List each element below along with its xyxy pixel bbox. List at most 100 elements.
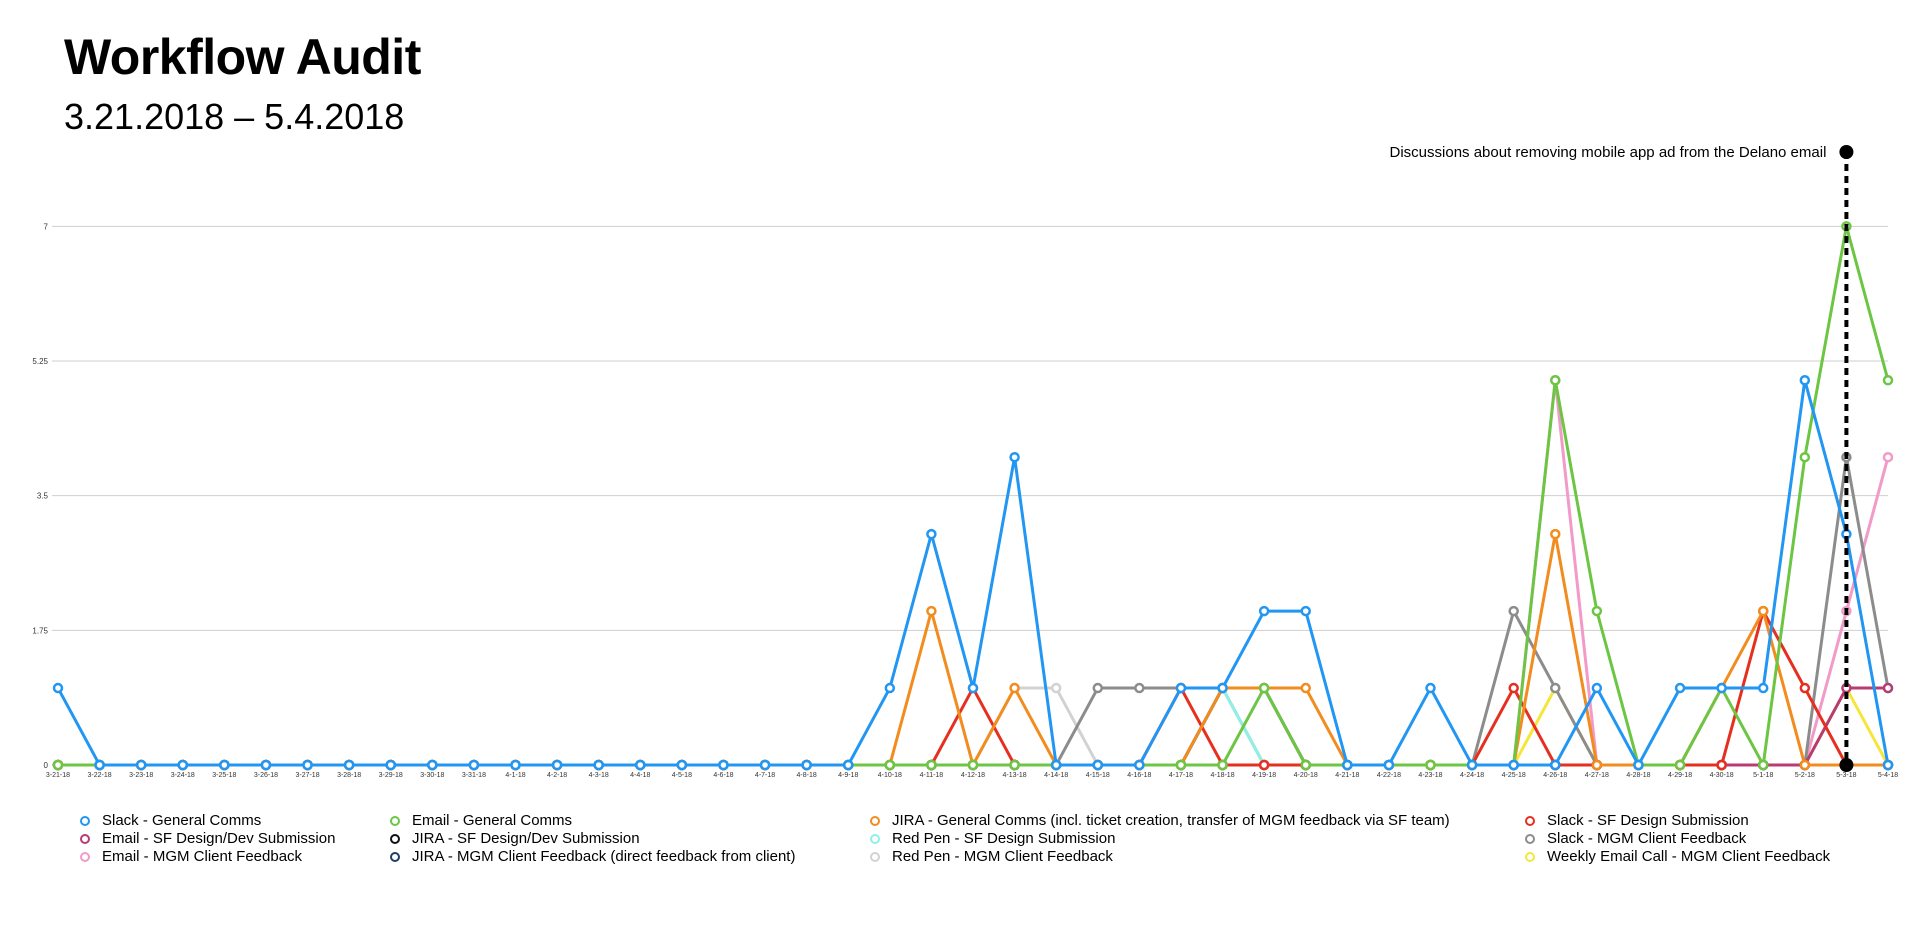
data-point <box>1009 451 1020 463</box>
data-point <box>1258 759 1270 771</box>
x-tick-label: 4-3-18 <box>589 772 609 779</box>
data-point <box>884 682 896 694</box>
x-tick-label: 4-19-18 <box>1252 772 1276 779</box>
data-point <box>718 759 729 771</box>
data-point <box>676 759 688 771</box>
data-point <box>1799 451 1811 463</box>
annotation: Discussions about removing mobile app ad… <box>1390 144 1854 772</box>
legend-item: Red Pen - MGM Client Feedback <box>870 848 1113 865</box>
legend-label: Slack - SF Design Submission <box>1547 812 1749 829</box>
data-point <box>219 759 230 771</box>
data-point <box>1882 682 1894 694</box>
data-point <box>967 682 979 694</box>
x-tick-label: 3-22-18 <box>88 772 112 779</box>
x-tick-label: 4-5-18 <box>672 772 692 779</box>
legend-label: Email - SF Design/Dev Submission <box>102 830 336 847</box>
y-tick-label: 3.5 <box>37 492 49 501</box>
data-point <box>1300 605 1311 617</box>
x-tick-label: 4-18-18 <box>1210 772 1234 779</box>
data-point <box>926 605 937 617</box>
data-point <box>1092 759 1104 771</box>
data-point <box>1134 759 1145 771</box>
series-line <box>58 686 1888 767</box>
data-point <box>1383 759 1395 771</box>
x-tick-label: 4-10-18 <box>878 772 902 779</box>
x-tick-label: 4-13-18 <box>1003 772 1027 779</box>
data-point <box>1425 759 1436 771</box>
data-point <box>926 528 937 540</box>
y-tick-label: 7 <box>44 222 49 231</box>
data-point <box>1550 759 1561 771</box>
legend-swatch <box>80 833 90 844</box>
data-point <box>1882 451 1894 463</box>
data-point <box>1882 374 1894 386</box>
data-point <box>510 759 521 771</box>
data-point <box>1674 759 1686 771</box>
x-tick-label: 3-31-18 <box>462 772 486 779</box>
legend-item: Email - General Comms <box>390 812 572 829</box>
data-point <box>1050 759 1062 771</box>
legend-swatch <box>80 851 90 862</box>
legend-swatch <box>390 815 400 826</box>
series-line <box>58 686 1888 767</box>
x-tick-label: 4-4-18 <box>630 772 650 779</box>
data-point <box>1591 605 1603 617</box>
x-tick-label: 4-9-18 <box>838 772 858 779</box>
legend-swatch <box>1525 833 1535 844</box>
x-tick-label: 4-23-18 <box>1418 772 1442 779</box>
data-point <box>1550 374 1561 386</box>
series-line <box>58 532 1888 767</box>
data-point <box>1550 682 1561 694</box>
chart-legend: Slack - General Comms Email - General Com… <box>80 812 1880 872</box>
data-point <box>842 759 854 771</box>
x-tick-label: 5-4-18 <box>1878 772 1898 779</box>
data-point <box>1550 528 1561 540</box>
data-point <box>1217 759 1228 771</box>
x-tick-label: 4-15-18 <box>1086 772 1110 779</box>
series-line <box>58 686 1888 767</box>
legend-item: Red Pen - SF Design Submission <box>870 830 1115 847</box>
annotation-marker-top <box>1839 145 1854 159</box>
data-point <box>302 759 313 771</box>
x-tick-label: 4-27-18 <box>1585 772 1609 779</box>
x-tick-label: 4-17-18 <box>1169 772 1193 779</box>
x-tick-label: 4-29-18 <box>1668 772 1692 779</box>
x-tick-label: 3-29-18 <box>379 772 403 779</box>
data-point <box>260 759 272 771</box>
series-line <box>58 686 1890 767</box>
x-tick-label: 4-22-18 <box>1377 772 1401 779</box>
data-point <box>1757 682 1769 694</box>
x-tick-label: 4-7-18 <box>755 772 775 779</box>
data-point <box>1757 605 1769 617</box>
legend-swatch <box>1525 851 1535 862</box>
legend-item: JIRA - MGM Client Feedback (direct feedb… <box>390 848 795 865</box>
data-point <box>1591 759 1603 771</box>
data-point <box>1716 759 1727 771</box>
legend-item: Slack - MGM Client Feedback <box>1525 830 1746 847</box>
legend-label: Weekly Email Call - MGM Client Feedback <box>1547 848 1831 865</box>
data-point <box>1508 682 1519 694</box>
x-tick-label: 3-24-18 <box>171 772 195 779</box>
x-tick-label: 3-28-18 <box>337 772 361 779</box>
data-point <box>1508 605 1519 617</box>
x-tick-label: 5-1-18 <box>1753 772 1773 779</box>
x-tick-label: 4-26-18 <box>1543 772 1567 779</box>
data-point <box>468 759 480 771</box>
y-axis-tick-labels: 0 1.75 3.5 5.25 7 <box>32 222 48 770</box>
legend-swatch <box>870 815 880 826</box>
data-point <box>1217 682 1228 694</box>
y-tick-label: 5.25 <box>32 357 48 366</box>
x-tick-label: 4-6-18 <box>713 772 733 779</box>
data-point <box>94 759 105 771</box>
data-point <box>1466 759 1478 771</box>
legend-label: Slack - MGM Client Feedback <box>1547 830 1747 847</box>
series-line <box>58 378 1890 767</box>
legend-label: Red Pen - SF Design Submission <box>892 830 1116 847</box>
legend-label: Slack - General Comms <box>102 812 262 829</box>
data-point <box>1342 759 1353 771</box>
data-point <box>635 759 646 771</box>
x-tick-label: 4-24-18 <box>1460 772 1484 779</box>
data-point <box>1799 374 1811 386</box>
x-tick-label: 5-2-18 <box>1795 772 1815 779</box>
